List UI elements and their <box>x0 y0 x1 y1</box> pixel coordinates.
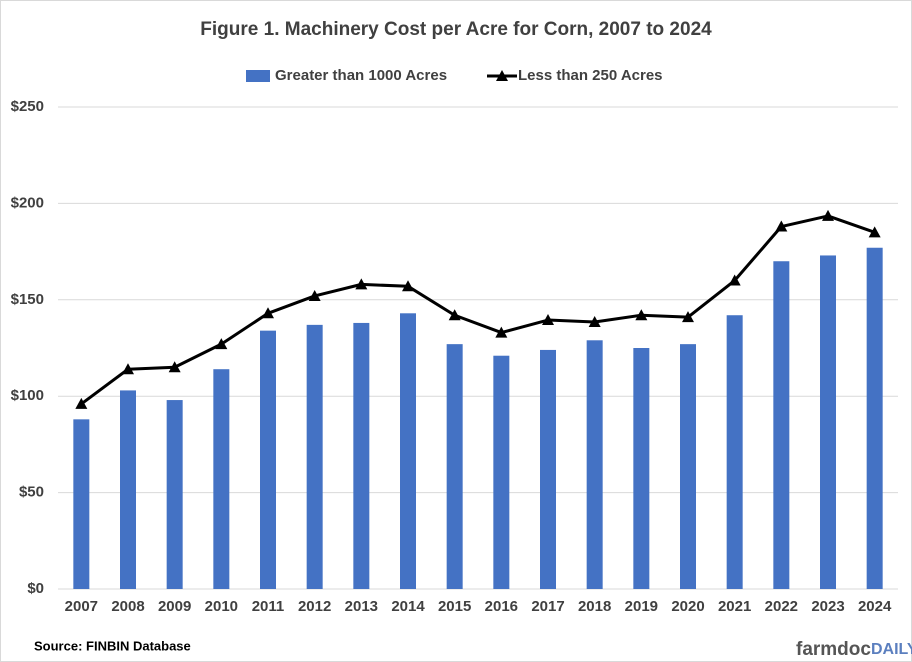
x-tick-label: 2010 <box>205 598 238 615</box>
bar <box>120 390 136 589</box>
bar <box>540 349 556 589</box>
line <box>80 214 876 406</box>
x-tick-label: 2013 <box>345 598 378 615</box>
bar <box>726 315 743 589</box>
legend-label: Less than 250 Acres <box>518 67 663 84</box>
line-marker <box>215 338 228 350</box>
logo-accent: DAILY <box>871 641 912 658</box>
line-marker <box>728 274 741 286</box>
bar <box>586 340 603 589</box>
line-marker <box>122 363 134 375</box>
line-marker <box>168 361 181 373</box>
line-marker <box>402 280 414 292</box>
line-marker <box>868 226 881 238</box>
bar <box>773 261 790 589</box>
x-tick-label: 2009 <box>158 598 191 615</box>
logo-main: farmdoc <box>796 639 871 660</box>
y-tick-label: $50 <box>19 484 44 501</box>
x-tick-label: 2021 <box>718 598 751 615</box>
bar <box>400 313 416 589</box>
y-tick-label: $200 <box>11 194 44 211</box>
bar <box>73 419 90 589</box>
chart-title: Figure 1. Machinery Cost per Acre for Co… <box>200 19 712 40</box>
y-tick-label: $250 <box>11 98 44 115</box>
bar <box>820 255 836 589</box>
x-tick-label: 2016 <box>485 598 518 615</box>
x-tick-label: 2024 <box>858 598 892 615</box>
bar <box>166 400 183 589</box>
line-marker <box>588 315 601 327</box>
source-note: Source: FINBIN Database <box>34 638 191 653</box>
bar <box>680 344 696 589</box>
y-tick-label: $0 <box>27 580 44 597</box>
x-tick-label: 2020 <box>671 598 704 615</box>
y-tick-label: $150 <box>11 291 44 308</box>
legend-label: Greater than 1000 Acres <box>275 67 447 84</box>
y-tick-label: $100 <box>11 387 44 404</box>
bar <box>866 247 883 589</box>
line-marker <box>542 314 554 326</box>
legend-swatch <box>246 70 270 82</box>
x-tick-label: 2014 <box>391 598 425 615</box>
line-marker <box>262 307 274 319</box>
x-tick-label: 2012 <box>298 598 331 615</box>
bar <box>633 348 650 589</box>
line-marker <box>448 309 461 321</box>
bar <box>353 322 370 589</box>
legend-marker <box>496 70 508 81</box>
line-marker <box>775 220 788 232</box>
x-tick-label: 2019 <box>625 598 658 615</box>
x-tick-label: 2023 <box>811 598 844 615</box>
logo: farmdocDAILY <box>796 639 912 660</box>
line-marker <box>822 209 834 221</box>
bar <box>493 355 510 589</box>
line-marker <box>682 311 694 323</box>
x-tick-label: 2015 <box>438 598 471 615</box>
bar <box>446 344 463 589</box>
line-marker <box>75 397 88 409</box>
line-marker <box>495 326 508 338</box>
bar <box>306 324 323 589</box>
x-tick-label: 2018 <box>578 598 611 615</box>
line-marker <box>355 278 368 290</box>
line-marker <box>308 289 321 301</box>
line-marker <box>635 309 648 321</box>
bar <box>213 369 230 589</box>
x-tick-label: 2011 <box>252 598 285 615</box>
x-tick-label: 2022 <box>765 598 798 615</box>
x-tick-label: 2007 <box>65 598 98 615</box>
x-tick-label: 2017 <box>531 598 564 615</box>
bar <box>260 330 276 589</box>
x-tick-label: 2008 <box>111 598 144 615</box>
